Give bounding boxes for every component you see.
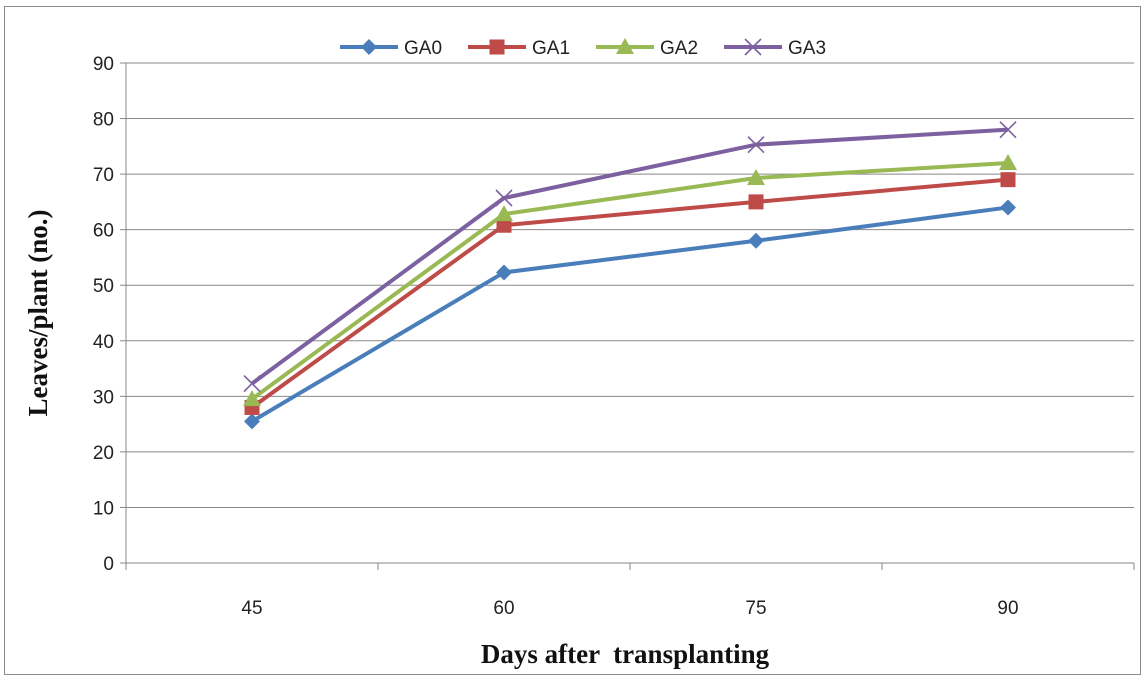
x-tick-label: 90 [997, 598, 1018, 619]
series-line [250, 127, 1009, 386]
data-point [496, 217, 512, 233]
series-ga0 [244, 199, 1016, 430]
legend: GA0 GA1 GA2 GA3 [340, 38, 826, 59]
data-point [747, 136, 765, 154]
legend-item-ga1: GA1 [468, 38, 570, 59]
y-tick-label: 70 [93, 165, 114, 186]
y-axis-title: Leaves/plant (no.) [23, 209, 53, 416]
axes: 0 10 20 30 40 50 60 70 80 90 45 60 75 90 [93, 54, 1135, 619]
data-point [495, 189, 513, 207]
data-point [748, 194, 764, 210]
data-point [748, 232, 764, 249]
data-point [747, 169, 765, 185]
series-line [250, 177, 1009, 410]
series-lines [243, 121, 1017, 430]
x-tick-label: 60 [493, 598, 514, 619]
y-tick-label: 20 [93, 443, 114, 464]
legend-label: GA0 [404, 38, 442, 59]
y-tick-label: 0 [103, 554, 114, 575]
y-tick-label: 60 [93, 221, 114, 242]
data-point [1000, 172, 1016, 188]
series-ga3 [243, 121, 1017, 393]
series-ga1 [244, 172, 1016, 415]
data-point [999, 121, 1017, 139]
y-tick-label: 30 [93, 387, 114, 408]
data-point [243, 374, 261, 393]
y-tick-label: 80 [93, 110, 114, 131]
legend-item-ga3: GA3 [724, 38, 826, 59]
y-tick-label: 40 [93, 332, 114, 353]
legend-label: GA1 [532, 38, 570, 59]
data-point [1000, 199, 1016, 216]
legend-marker [361, 39, 377, 55]
x-axis-title: Days after transplanting [481, 639, 770, 669]
x-tick-label: 75 [745, 598, 766, 619]
data-point [999, 154, 1017, 170]
series-ga2 [243, 154, 1017, 407]
legend-marker [616, 38, 634, 54]
data-point [243, 390, 261, 407]
y-tick-label: 90 [93, 54, 114, 75]
gridlines [126, 62, 1134, 508]
data-point [495, 205, 513, 222]
data-point [244, 413, 260, 430]
legend-marker [489, 39, 505, 55]
y-tick-label: 10 [93, 498, 114, 519]
legend-label: GA3 [788, 38, 826, 59]
data-point [496, 264, 512, 281]
legend-marker [744, 38, 762, 56]
series-line [250, 161, 1009, 401]
legend-item-ga2: GA2 [596, 38, 698, 59]
series-line [250, 205, 1009, 424]
x-tick-label: 45 [241, 598, 262, 619]
legend-label: GA2 [660, 38, 698, 59]
y-tick-label: 50 [93, 276, 114, 297]
legend-item-ga0: GA0 [340, 38, 442, 59]
